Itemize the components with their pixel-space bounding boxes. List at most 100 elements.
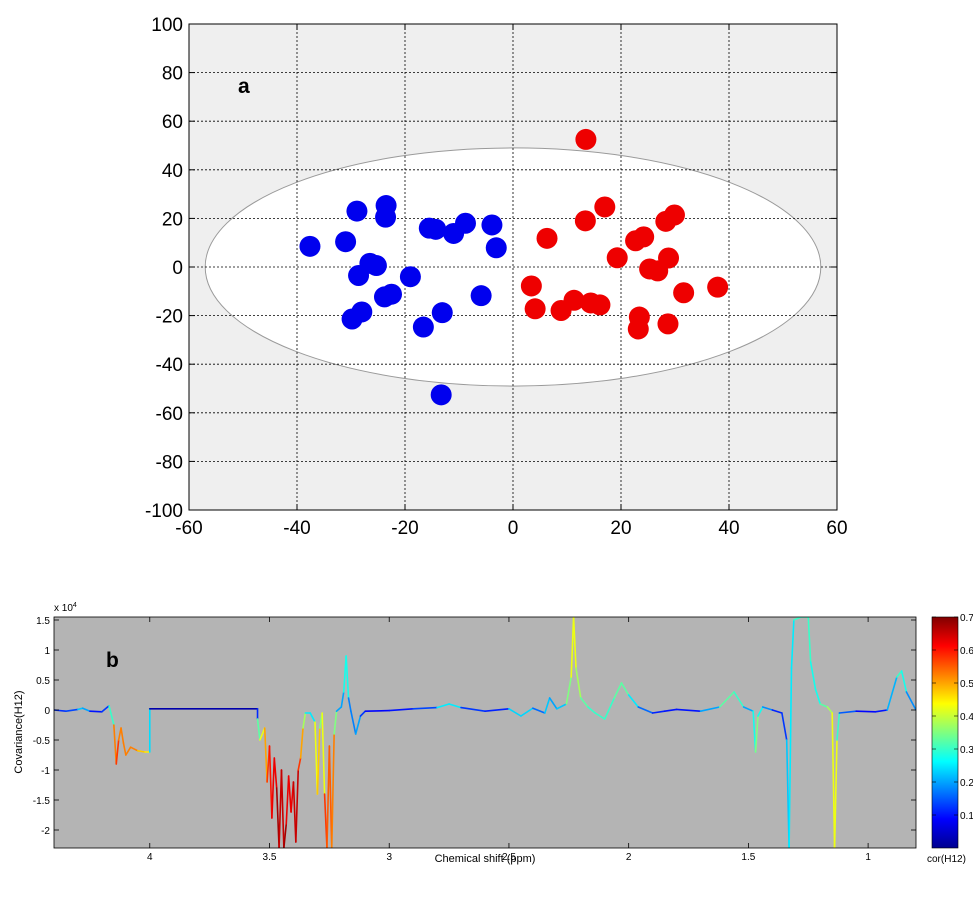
y-multiplier-label: x 104 bbox=[54, 602, 77, 614]
spectrum-segment bbox=[570, 617, 575, 678]
spectrum-segment bbox=[340, 691, 345, 708]
scatter-point-blue bbox=[399, 266, 421, 288]
scatter-point-red bbox=[673, 282, 695, 304]
spectrum-segment bbox=[330, 733, 335, 848]
spectrum-segment bbox=[761, 706, 774, 711]
spectrum-segment bbox=[508, 707, 522, 717]
panel-label-a: a bbox=[238, 75, 250, 98]
spectrum-segment bbox=[345, 655, 350, 699]
spectrum-segment bbox=[809, 661, 817, 690]
spectrum-segment bbox=[347, 697, 352, 713]
x-tick-label: 60 bbox=[826, 518, 847, 539]
spectrum-segment bbox=[663, 708, 678, 713]
panel-a-frame bbox=[188, 23, 838, 511]
spectrum-segment bbox=[855, 710, 877, 713]
spectrum-segment bbox=[620, 682, 630, 696]
spectrum-segment bbox=[520, 707, 534, 717]
spectrum-segment bbox=[120, 727, 125, 744]
spectrum-segment bbox=[108, 704, 115, 726]
y-tick-label: 1.5 bbox=[36, 616, 50, 627]
y-tick-label: -1.5 bbox=[33, 796, 51, 807]
spectrum-segment bbox=[125, 746, 132, 756]
x-tick-label: 3 bbox=[386, 852, 392, 863]
scatter-point-blue bbox=[412, 316, 434, 338]
panel-a-points bbox=[299, 128, 729, 406]
y-tick-label: -40 bbox=[156, 355, 183, 376]
scatter-point-blue bbox=[470, 285, 492, 307]
spectrum-segment bbox=[113, 724, 118, 765]
spectrum-segment bbox=[115, 739, 120, 765]
x-tick-label: 1 bbox=[865, 852, 871, 863]
colorbar-tick-label: 0.7 bbox=[960, 613, 973, 624]
panel-b-spectrum bbox=[54, 617, 916, 848]
colorbar-tick-label: 0.2 bbox=[960, 778, 973, 789]
scatter-point-red bbox=[524, 298, 546, 320]
colorbar-label: cor(H12) bbox=[927, 854, 966, 865]
spectrum-segment bbox=[285, 775, 290, 825]
spectrum-segment bbox=[484, 707, 510, 713]
spectrum-segment bbox=[905, 691, 916, 711]
spectrum-segment bbox=[733, 691, 745, 708]
spectrum-segment bbox=[836, 712, 841, 741]
spectrum-segment bbox=[754, 715, 759, 753]
spectrum-segment bbox=[886, 676, 898, 711]
spectrum-segment bbox=[594, 712, 606, 720]
y-tick-label: -0.5 bbox=[33, 736, 51, 747]
y-tick-label: 0 bbox=[172, 258, 183, 279]
spectrum-segment bbox=[259, 727, 266, 741]
panel-b-plot-area bbox=[54, 617, 916, 848]
spectrum-segment bbox=[603, 697, 616, 720]
scatter-point-red bbox=[574, 210, 596, 232]
spectrum-segment bbox=[388, 707, 414, 712]
y-tick-label: -80 bbox=[156, 452, 183, 473]
panel-b-x-tick-labels: 4 3.5 3 2.5 2 1.5 1 bbox=[147, 852, 871, 863]
spectrum-segment bbox=[137, 749, 146, 753]
y-tick-label: -100 bbox=[145, 501, 183, 522]
panel-a: -60 -40 -20 0 20 40 60 100 80 60 40 20 0 -20 -40 -60 -8… bbox=[145, 15, 848, 539]
x-tick-label: 2.5 bbox=[502, 852, 516, 863]
scatter-point-red bbox=[658, 247, 680, 269]
spectrum-segment bbox=[718, 691, 735, 708]
spectrum-segment bbox=[295, 769, 300, 843]
y-axis-label: Covariance(H12) bbox=[13, 690, 25, 773]
spectrum-segment bbox=[271, 757, 276, 819]
spectrum-segment bbox=[77, 707, 84, 711]
scatter-point-blue bbox=[430, 384, 452, 406]
spectrum-segment bbox=[532, 707, 546, 714]
y-tick-label: 1 bbox=[44, 646, 50, 657]
scatter-point-blue bbox=[481, 214, 503, 236]
scatter-point-blue bbox=[348, 265, 370, 287]
spectrum-segment bbox=[757, 706, 764, 717]
spectrum-segment bbox=[321, 712, 326, 795]
scatter-point-red bbox=[707, 276, 729, 298]
scatter-point-blue bbox=[485, 237, 507, 259]
spectrum-segment bbox=[771, 709, 783, 714]
colorbar-tick-label: 0.4 bbox=[960, 712, 973, 723]
scatter-point-blue bbox=[375, 206, 397, 228]
y-tick-label: 0.5 bbox=[36, 676, 50, 687]
spectrum-segment bbox=[587, 706, 596, 714]
scatter-point-blue bbox=[299, 235, 321, 257]
spectrum-segment bbox=[896, 670, 903, 678]
spectrum-segment bbox=[548, 697, 558, 710]
panel-b-ticks bbox=[54, 617, 916, 848]
y-tick-label: 20 bbox=[162, 209, 183, 230]
scatter-point-red bbox=[589, 294, 611, 316]
colorbar: 0.7 0.6 0.5 0.4 0.3 0.2 0.1 cor(H12) bbox=[927, 613, 973, 865]
spectrum-segment bbox=[838, 710, 857, 714]
x-tick-label: 3.5 bbox=[263, 852, 277, 863]
spectrum-segment bbox=[65, 708, 79, 713]
colorbar-tick-label: 0.3 bbox=[960, 745, 973, 756]
scatter-point-blue bbox=[346, 200, 368, 222]
spectrum-segment bbox=[613, 682, 623, 699]
scatter-point-red bbox=[633, 226, 655, 248]
x-tick-label: -20 bbox=[391, 518, 418, 539]
spectrum-segment bbox=[699, 706, 721, 713]
scatter-point-blue bbox=[341, 308, 363, 330]
spectrum-segment bbox=[575, 667, 582, 699]
colorbar-tick-label: 0.6 bbox=[960, 646, 973, 657]
y-tick-label: -1 bbox=[41, 766, 50, 777]
spectrum-segment bbox=[556, 703, 568, 710]
panel-b: 4 3.5 3 2.5 2 1.5 1 1.5 1 0.5 0 -0.5 -1 -1.5 -2 b x 1… bbox=[13, 602, 917, 865]
